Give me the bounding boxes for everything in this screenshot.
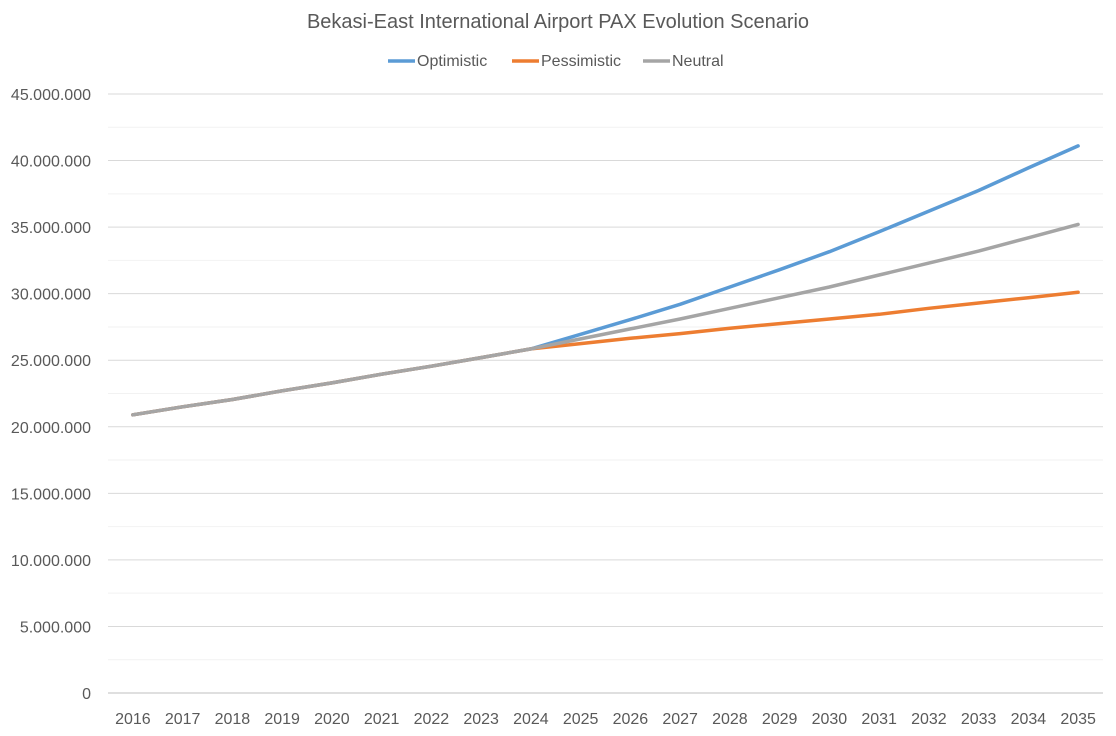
x-tick-label: 2023: [463, 711, 499, 728]
x-tick-label: 2018: [215, 711, 251, 728]
legend-item-neutral: Neutral: [643, 53, 724, 70]
x-tick-label: 2034: [1011, 711, 1047, 728]
x-tick-label: 2024: [513, 711, 549, 728]
x-tick-label: 2021: [364, 711, 400, 728]
x-tick-label: 2033: [961, 711, 997, 728]
series-line-optimistic: [131, 144, 1080, 417]
x-tick-label: 2022: [414, 711, 450, 728]
y-tick-label: 20.000.000: [11, 420, 91, 437]
y-tick-label: 45.000.000: [11, 87, 91, 104]
x-tick-label: 2029: [762, 711, 798, 728]
legend-label: Optimistic: [417, 53, 487, 70]
x-tick-label: 2030: [812, 711, 848, 728]
y-tick-label: 25.000.000: [11, 353, 91, 370]
y-tick-label: 40.000.000: [11, 154, 91, 171]
legend-label: Pessimistic: [541, 53, 621, 70]
gridlines: [108, 93, 1103, 694]
series-line-pessimistic: [131, 290, 1080, 417]
x-axis: 2016 2017 2018 2019 2020 2021 2022 2023 2024 2025…: [115, 711, 1096, 728]
x-tick-label: 2035: [1060, 711, 1096, 728]
series-lines: [131, 144, 1080, 417]
y-axis: 0 5.000.000 10.000.000 15.000.000 20.000.000…: [11, 87, 91, 703]
y-tick-label: 35.000.000: [11, 220, 91, 237]
y-tick-label: 30.000.000: [11, 287, 91, 304]
x-tick-label: 2019: [264, 711, 300, 728]
x-tick-label: 2032: [911, 711, 947, 728]
y-tick-label: 10.000.000: [11, 553, 91, 570]
y-tick-label: 0: [82, 686, 91, 703]
x-tick-label: 2031: [861, 711, 897, 728]
x-tick-label: 2028: [712, 711, 748, 728]
chart-title: Bekasi-East International Airport PAX Ev…: [307, 11, 809, 33]
y-tick-label: 5.000.000: [20, 619, 91, 636]
legend-label: Neutral: [672, 53, 724, 70]
legend: Optimistic Pessimistic Neutral: [388, 53, 724, 70]
x-tick-label: 2020: [314, 711, 350, 728]
x-tick-label: 2026: [613, 711, 649, 728]
x-tick-label: 2017: [165, 711, 201, 728]
x-tick-label: 2016: [115, 711, 151, 728]
legend-item-optimistic: Optimistic: [388, 53, 487, 70]
legend-item-pessimistic: Pessimistic: [512, 53, 621, 70]
x-tick-label: 2027: [662, 711, 698, 728]
x-tick-label: 2025: [563, 711, 599, 728]
series-line-neutral: [131, 222, 1080, 417]
y-tick-label: 15.000.000: [11, 486, 91, 503]
